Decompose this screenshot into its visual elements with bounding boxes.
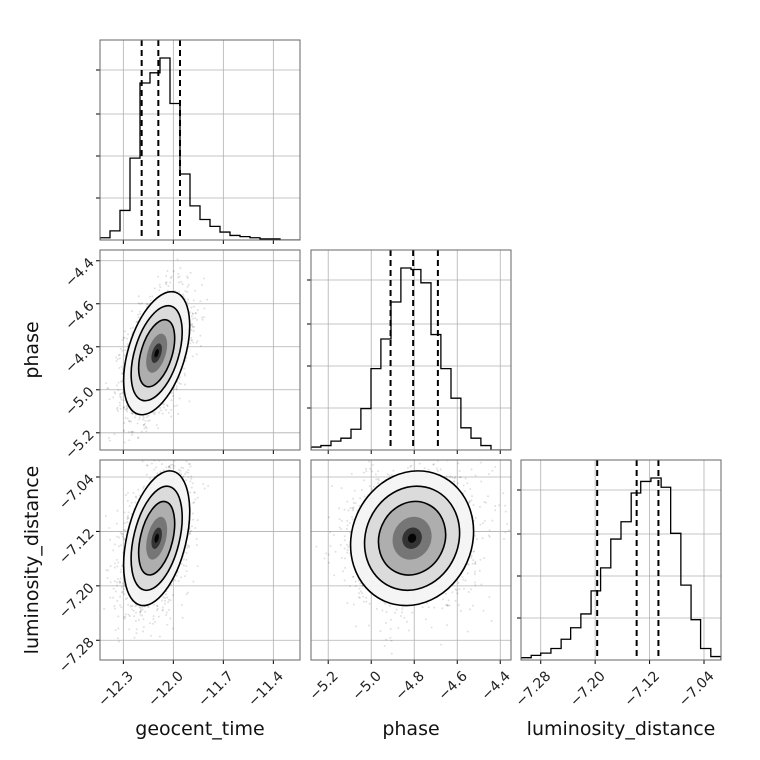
x-tick-label: −7.28 bbox=[513, 668, 555, 710]
y-tick-label: −4.6 bbox=[62, 298, 97, 333]
y-tick-label: −7.28 bbox=[56, 635, 98, 677]
histogram-geocent_time bbox=[100, 57, 300, 240]
x-axis-label-luminosity_distance: luminosity_distance bbox=[527, 718, 716, 740]
density-contour bbox=[130, 304, 183, 402]
x-tick-label: −4.8 bbox=[392, 668, 427, 703]
x-tick-label: −7.12 bbox=[622, 668, 664, 710]
y-tick-label: −4.8 bbox=[62, 341, 97, 376]
panel-frame bbox=[99, 249, 301, 451]
x-tick-label: −4.6 bbox=[435, 668, 470, 703]
scatter-geocent_time-phase bbox=[105, 258, 209, 450]
y-tick-label: −4.4 bbox=[62, 255, 97, 290]
panel-geocent_time-vs-luminosity_distance bbox=[96, 459, 301, 664]
density-contour bbox=[363, 485, 461, 592]
density-fill bbox=[154, 533, 159, 543]
panel-phase bbox=[307, 249, 512, 454]
x-axis-label-phase: phase bbox=[382, 718, 439, 740]
x-tick-label: −12.3 bbox=[95, 668, 137, 710]
x-tick-label: −11.7 bbox=[195, 668, 237, 710]
x-tick-label: −12.0 bbox=[145, 668, 187, 710]
x-tick-label: −5.0 bbox=[349, 668, 384, 703]
density-contour bbox=[122, 470, 191, 607]
panel-frame bbox=[99, 459, 301, 661]
x-tick-label: −7.20 bbox=[567, 668, 609, 710]
density-fill bbox=[407, 533, 417, 543]
y-axis-label-phase: phase bbox=[21, 321, 43, 378]
histogram-luminosity_distance bbox=[521, 477, 721, 660]
density-fill bbox=[154, 349, 159, 358]
density-contour bbox=[349, 470, 475, 607]
panel-frame bbox=[310, 459, 512, 661]
y-axis-label-luminosity_distance: luminosity_distance bbox=[21, 466, 43, 655]
panel-luminosity_distance bbox=[517, 459, 722, 664]
density-contour bbox=[377, 500, 447, 576]
density-contour bbox=[137, 500, 176, 576]
density-contour bbox=[137, 318, 176, 388]
y-tick-label: −7.04 bbox=[56, 471, 98, 513]
x-tick-label: −11.4 bbox=[245, 668, 287, 710]
panel-geocent_time-vs-phase bbox=[96, 249, 301, 454]
panel-frame bbox=[310, 249, 512, 451]
scatter-geocent_time-luminosity_distance bbox=[100, 460, 210, 643]
panel-frame bbox=[520, 459, 722, 661]
panels bbox=[96, 39, 722, 664]
x-axis-label-geocent_time: geocent_time bbox=[135, 718, 264, 740]
y-tick-label: −7.12 bbox=[56, 526, 98, 568]
y-tick-label: −5.2 bbox=[62, 427, 97, 462]
density-contour bbox=[130, 485, 183, 592]
x-tick-label: −5.2 bbox=[306, 668, 341, 703]
density-contour bbox=[122, 290, 191, 416]
x-tick-label: −7.04 bbox=[676, 668, 718, 710]
x-tick-label: −4.4 bbox=[479, 668, 514, 703]
panel-geocent_time bbox=[96, 39, 301, 244]
histogram-phase bbox=[311, 267, 511, 450]
panel-frame bbox=[99, 39, 301, 241]
scatter-phase-luminosity_distance bbox=[315, 460, 510, 655]
y-tick-label: −7.20 bbox=[56, 580, 98, 622]
panel-phase-vs-luminosity_distance bbox=[310, 459, 512, 664]
y-tick-label: −5.0 bbox=[62, 384, 97, 419]
